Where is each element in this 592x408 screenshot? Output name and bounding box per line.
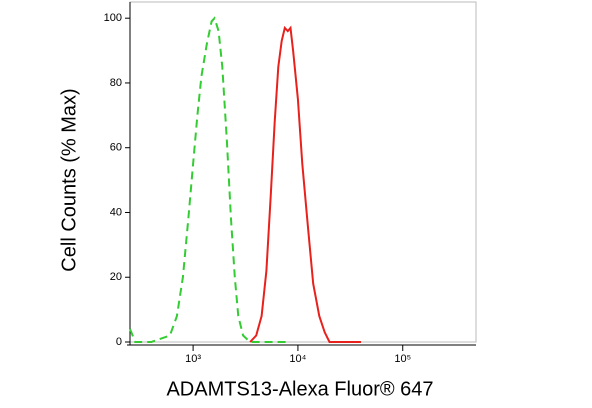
y-tick-label: 20 — [110, 271, 122, 283]
y-tick-label: 40 — [110, 206, 122, 218]
y-tick-label: 0 — [116, 336, 122, 348]
y-tick-label: 60 — [110, 142, 122, 154]
y-tick-label: 100 — [104, 12, 122, 24]
x-tick-label: 10⁵ — [394, 353, 411, 365]
series-line — [249, 25, 361, 343]
x-axis-title: ADAMTS13-Alexa Fluor® 647 — [166, 378, 433, 400]
y-axis-title: Cell Counts (% Max) — [58, 88, 80, 271]
x-tick-label: 10⁴ — [289, 353, 306, 365]
series-line — [129, 16, 288, 343]
y-tick-label: 80 — [110, 77, 122, 89]
x-tick-label: 10³ — [185, 353, 201, 365]
